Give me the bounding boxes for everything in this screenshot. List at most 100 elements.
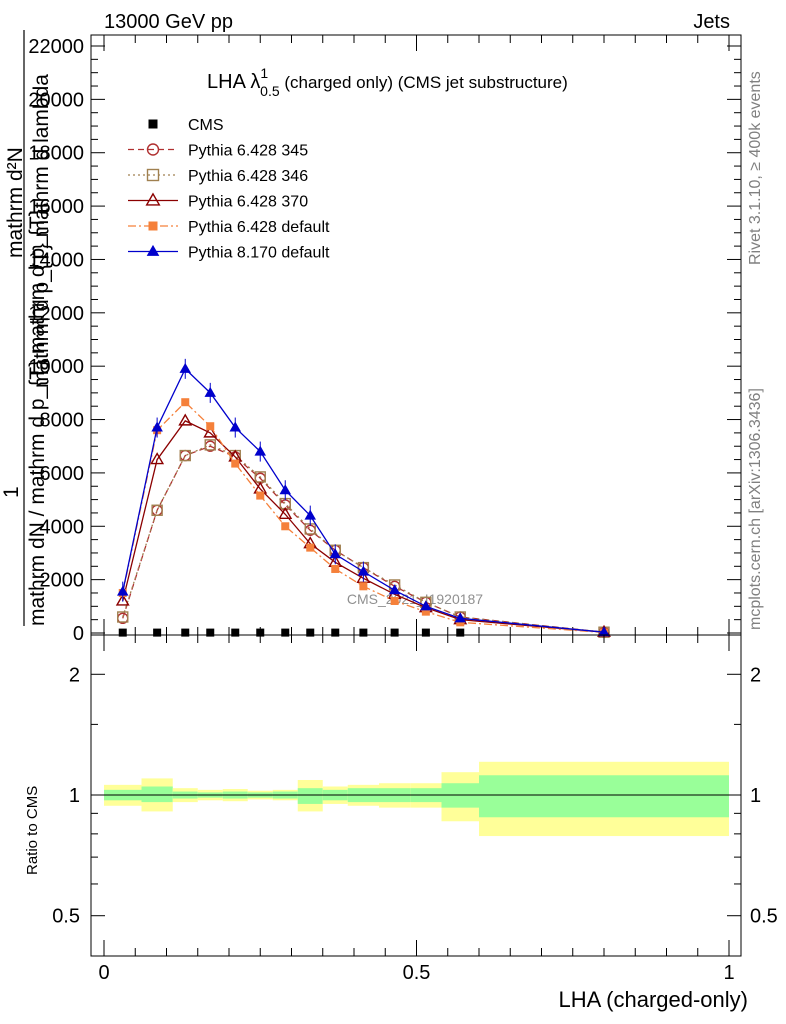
main-y-tick-label: 22000 — [28, 36, 84, 58]
main-y-tick-label: 4000 — [40, 516, 85, 538]
ratio-y-tick-label-right: 0.5 — [750, 906, 778, 928]
data-point — [150, 452, 165, 465]
header-left-label: 13000 GeV pp — [104, 11, 233, 33]
legend-marker — [148, 119, 158, 129]
ratio-bands — [104, 761, 729, 837]
data-point — [117, 611, 129, 623]
series-1 — [117, 440, 610, 638]
ratio-y-ticks: 0.5 0.5 1 1 2 2 — [52, 664, 778, 927]
data-point — [203, 425, 218, 438]
main-y-tick-label: 12000 — [28, 303, 84, 325]
data-point — [388, 584, 401, 595]
legend-label: Pythia 6.428 346 — [188, 168, 308, 185]
data-point — [278, 506, 293, 519]
series-layer — [115, 358, 611, 638]
data-point — [390, 628, 399, 637]
data-point — [117, 585, 129, 596]
data-point — [356, 570, 371, 584]
data-point — [456, 628, 465, 637]
data-point — [331, 564, 340, 573]
header-right-label: Jets — [693, 11, 730, 33]
data-point — [231, 628, 240, 637]
data-point — [178, 413, 193, 426]
data-point — [598, 626, 610, 637]
x-axis-label: LHA (charged-only) — [558, 987, 748, 1012]
data-point — [256, 628, 265, 637]
data-point — [254, 445, 266, 456]
x-tick-label: 0.5 — [403, 962, 431, 984]
series-line — [122, 444, 605, 633]
rivet-side-label: Rivet 3.1.10, ≥ 400k events — [747, 71, 764, 265]
data-point — [281, 522, 290, 531]
title-main: LHA λ — [207, 71, 260, 93]
data-point — [281, 628, 290, 637]
legend-entry: Pythia 6.428 345 — [128, 143, 308, 160]
data-point — [229, 421, 241, 432]
legend-label: Pythia 6.428 345 — [188, 143, 308, 160]
series-5 — [117, 358, 610, 637]
plot-title: LHA λ1 0.5 (charged only) (CMS jet substr… — [207, 65, 568, 99]
ratio-inner-band — [479, 775, 729, 818]
legend-entry: CMS — [148, 117, 224, 134]
svg-text:LHA λ10.5 (charged only) (CMS: LHA λ1 0.5 (charged only) (CMS jet substr… — [207, 65, 568, 99]
ratio-y-tick-label: 2 — [69, 664, 80, 686]
legend-marker — [146, 143, 160, 156]
data-point — [306, 628, 315, 637]
legend-entry: Pythia 6.428 370 — [128, 192, 308, 211]
data-point — [179, 449, 191, 462]
title-rest: (charged only) (CMS jet substructure) — [280, 73, 568, 92]
data-point — [206, 628, 215, 637]
main-y-tick-label: 8000 — [40, 410, 85, 432]
legend-label: Pythia 6.428 370 — [188, 194, 308, 211]
data-point — [454, 612, 466, 623]
main-x-ticks — [103, 35, 730, 635]
x-tick-label: 1 — [723, 962, 734, 984]
data-point — [151, 504, 163, 516]
legend-marker — [148, 221, 158, 231]
data-point — [153, 628, 162, 637]
data-point — [357, 565, 370, 576]
title-superscript: 1 — [260, 65, 268, 81]
data-point — [420, 600, 432, 611]
ratio-inner-band — [141, 786, 173, 803]
mcplots-side-label: mcplots.cern.ch [arXiv:1306.3436] — [747, 388, 764, 630]
ratio-y-tick-label-right: 2 — [750, 664, 761, 686]
data-point — [115, 593, 130, 606]
main-y-tick-label: 6000 — [40, 463, 85, 485]
main-y-tick-label: 10000 — [28, 356, 84, 378]
main-y-tick-label: 2000 — [40, 570, 85, 592]
y-label-fraction-denominator: mathrm dN / mathrm d p_{T} mathrm d p_{T… — [26, 209, 49, 626]
data-point — [204, 439, 216, 451]
data-point — [118, 628, 127, 637]
ratio-y-axis-label: Ratio to CMS — [24, 786, 41, 875]
series-2 — [117, 439, 610, 638]
data-point — [331, 628, 340, 637]
x-tick-label: 0 — [98, 962, 109, 984]
series-line — [122, 401, 605, 634]
data-point — [179, 362, 191, 373]
ratio-inner-band — [297, 788, 323, 804]
legend-entry: Pythia 8.170 default — [128, 245, 330, 262]
y-label-line1: mathrm d²N — [4, 147, 27, 258]
data-point — [256, 491, 265, 500]
title-subscript: 0.5 — [260, 83, 280, 99]
legend-label: CMS — [188, 117, 224, 134]
data-point — [306, 543, 315, 552]
legend: CMS Pythia 6.428 345 Pythia 6.428 346 Pythi… — [128, 117, 330, 262]
data-point — [206, 422, 215, 431]
data-point — [329, 548, 341, 559]
main-y-tick-label: 14000 — [28, 249, 84, 271]
legend-label: Pythia 6.428 default — [188, 219, 330, 236]
data-point — [421, 628, 430, 637]
legend-marker — [146, 244, 160, 256]
series-line — [122, 367, 605, 633]
series-0 — [118, 628, 608, 637]
legend-marker — [146, 168, 160, 182]
data-point — [204, 386, 216, 397]
main-y-axis-label: mathrm d²N mathrm d p_{T} mathrm d lambd… — [0, 30, 53, 626]
data-point — [304, 509, 316, 520]
main-y-tick-label: 16000 — [28, 196, 84, 218]
data-point — [359, 628, 368, 637]
data-point — [151, 421, 163, 432]
ratio-x-ticks: 0 0.5 1 — [98, 635, 735, 984]
